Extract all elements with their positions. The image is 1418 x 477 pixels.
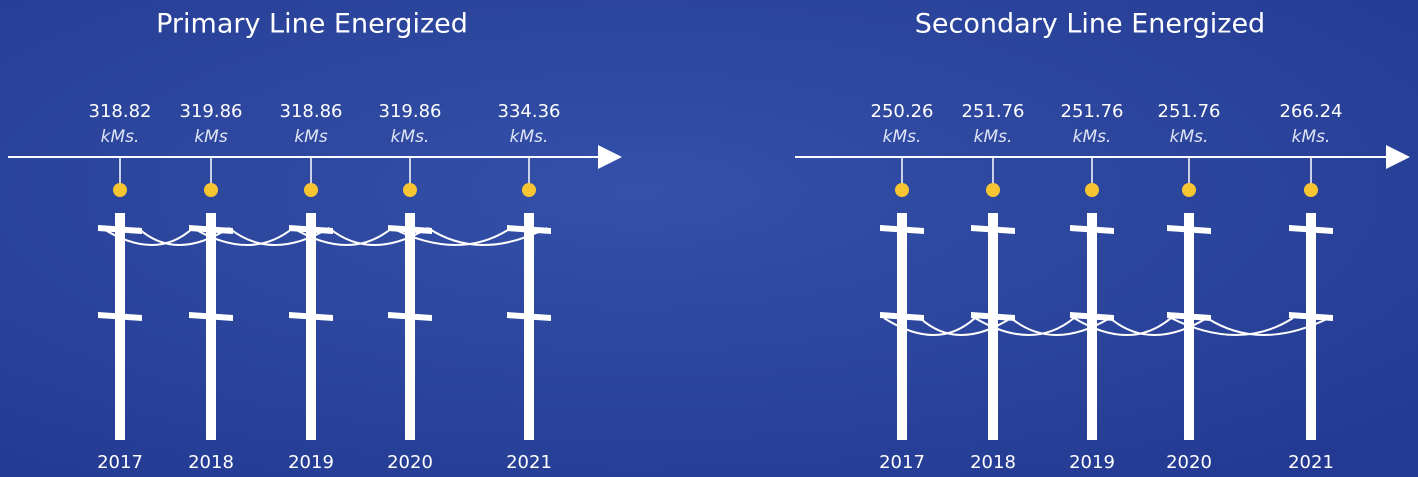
pole: [405, 213, 415, 440]
year-label: 2020: [1166, 452, 1212, 473]
unit-label: kMs.: [1073, 127, 1112, 147]
marker-dot: [986, 183, 1000, 197]
unit-label: kMs.: [883, 127, 922, 147]
year-label: 2020: [387, 452, 433, 473]
marker-dot: [1085, 183, 1099, 197]
marker-dot: [403, 183, 417, 197]
marker-dot: [522, 183, 536, 197]
marker-dot: [204, 183, 218, 197]
pole: [1087, 213, 1097, 440]
pole: [897, 213, 907, 440]
marker-dot: [113, 183, 127, 197]
unit-label: kMs.: [101, 127, 140, 147]
marker-dot: [895, 183, 909, 197]
value-label: 319.86: [180, 101, 243, 122]
year-label: 2018: [188, 452, 234, 473]
unit-label: kMs.: [1292, 127, 1331, 147]
marker-dot: [1304, 183, 1318, 197]
value-label: 319.86: [379, 101, 442, 122]
value-label: 250.26: [871, 101, 934, 122]
unit-label: kMs.: [1170, 127, 1209, 147]
year-label: 2017: [879, 452, 925, 473]
pole: [988, 213, 998, 440]
year-label: 2019: [1069, 452, 1115, 473]
value-label: 266.24: [1280, 101, 1343, 122]
unit-label: kMs.: [391, 127, 430, 147]
year-label: 2021: [506, 452, 552, 473]
unit-label: kMs.: [510, 127, 549, 147]
pole: [1306, 213, 1316, 440]
value-label: 318.82: [89, 101, 152, 122]
unit-label: kMs: [194, 127, 228, 147]
pole: [524, 213, 534, 440]
pole: [1184, 213, 1194, 440]
pole: [306, 213, 316, 440]
value-label: 318.86: [280, 101, 343, 122]
year-label: 2021: [1288, 452, 1334, 473]
panel-title: Secondary Line Energized: [915, 9, 1265, 40]
value-label: 334.36: [498, 101, 561, 122]
year-label: 2017: [97, 452, 143, 473]
value-label: 251.76: [1061, 101, 1124, 122]
year-label: 2019: [288, 452, 334, 473]
value-label: 251.76: [962, 101, 1025, 122]
infographic: Primary Line Energized Secondary Line En…: [0, 0, 1418, 477]
pole: [206, 213, 216, 440]
unit-label: kMs.: [974, 127, 1013, 147]
unit-label: kMs: [294, 127, 328, 147]
marker-dot: [304, 183, 318, 197]
panel-title: Primary Line Energized: [156, 9, 468, 40]
year-label: 2018: [970, 452, 1016, 473]
pole: [115, 213, 125, 440]
value-label: 251.76: [1158, 101, 1221, 122]
marker-dot: [1182, 183, 1196, 197]
